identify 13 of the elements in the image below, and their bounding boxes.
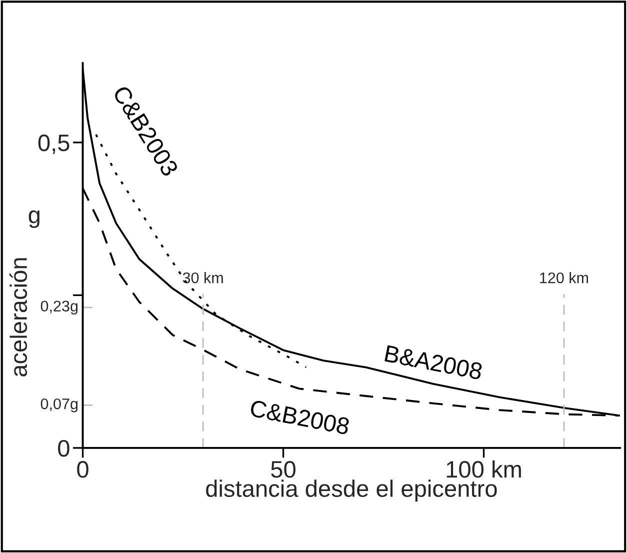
text: C&B2008	[250, 400, 350, 435]
x-axis-title: distancia desde el epicentro	[206, 480, 497, 502]
ref-line-label: 30 km	[182, 272, 223, 284]
y-axis-title: aceleración	[9, 258, 28, 376]
ref-line-label: 120 km	[540, 272, 588, 284]
ref-line-label: 0,07g	[40, 398, 78, 412]
x-tick-label: 0	[77, 461, 88, 478]
text: g	[28, 210, 40, 228]
text: B&A2008	[384, 345, 483, 380]
x-tick-label: 100 km	[446, 460, 521, 478]
ref-line-label: 0,23g	[40, 300, 78, 315]
x-tick-label: 50	[271, 461, 296, 478]
y-tick-label: 0,5	[38, 134, 70, 154]
